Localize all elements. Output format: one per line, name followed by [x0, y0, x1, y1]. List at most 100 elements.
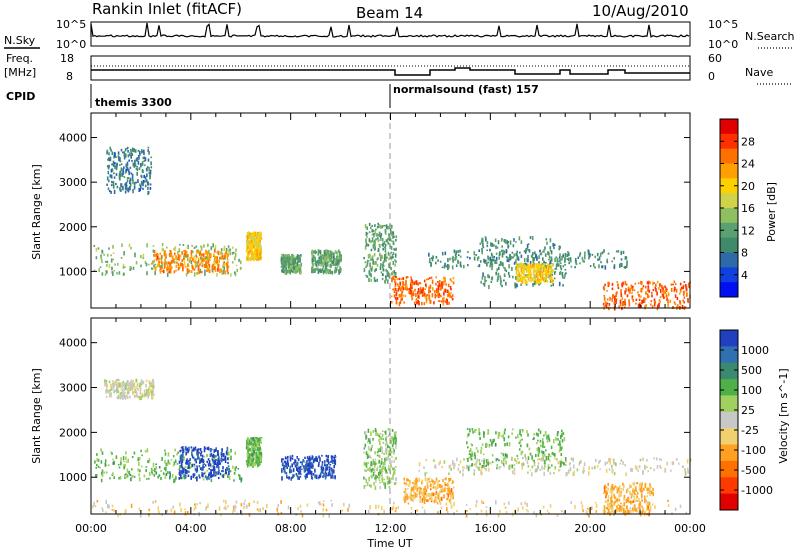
heatmap-cell	[485, 443, 487, 448]
heatmap-cell	[135, 386, 137, 390]
heatmap-cell	[687, 467, 689, 472]
heatmap-cell	[96, 458, 98, 462]
heatmap-cell	[631, 295, 634, 298]
heatmap-cell	[259, 508, 262, 513]
heatmap-cell	[642, 457, 644, 461]
heatmap-cell	[393, 438, 395, 442]
heatmap-cell	[441, 465, 443, 469]
heatmap-cell	[294, 259, 296, 263]
heatmap-cell	[636, 482, 638, 485]
heatmap-cell	[544, 276, 546, 280]
heatmap-cell	[454, 257, 456, 261]
heatmap-cell	[488, 275, 490, 279]
heatmap-cell	[386, 444, 389, 449]
heatmap-cell	[391, 276, 394, 280]
heatmap-cell	[679, 282, 682, 286]
heatmap-cell	[331, 468, 334, 472]
heatmap-cell	[137, 457, 140, 461]
heatmap-cell	[517, 457, 519, 460]
heatmap-cell	[319, 472, 322, 477]
heatmap-cell	[110, 168, 113, 173]
heatmap-cell	[125, 153, 127, 158]
heatmap-cell	[617, 283, 619, 287]
heatmap-cell	[148, 392, 151, 396]
heatmap-cell	[529, 269, 531, 275]
heatmap-cell	[613, 460, 615, 465]
heatmap-cell	[371, 462, 373, 467]
heatmap-cell	[431, 492, 434, 496]
freq-panel	[90, 55, 691, 81]
heatmap-cell	[521, 450, 524, 454]
heatmap-cell	[553, 472, 555, 475]
heatmap-cell	[443, 296, 445, 301]
heatmap-cell	[556, 432, 559, 437]
heatmap-cell	[119, 164, 121, 166]
heatmap-cell	[194, 264, 197, 269]
heatmap-cell	[605, 495, 607, 499]
heatmap-cell	[254, 256, 256, 259]
heatmap-cell	[581, 504, 584, 509]
heatmap-cell	[203, 466, 205, 468]
heatmap-cell	[203, 253, 205, 258]
heatmap-cell	[142, 187, 144, 190]
heatmap-cell	[123, 272, 125, 276]
heatmap-cell	[191, 454, 194, 457]
heatmap-cell	[444, 262, 446, 268]
heatmap-cell	[386, 274, 389, 277]
heatmap-cell	[439, 502, 442, 506]
heatmap-cell	[253, 231, 256, 236]
heatmap-cell	[616, 509, 618, 512]
heatmap-cell	[224, 255, 226, 259]
heatmap-cell	[100, 460, 103, 464]
heatmap-cell	[418, 301, 420, 306]
heatmap-cell	[114, 380, 117, 385]
heatmap-cell	[401, 291, 403, 295]
heatmap-cell	[365, 462, 368, 466]
heatmap-cell	[481, 251, 483, 255]
heatmap-cell	[143, 160, 146, 162]
heatmap-cell	[603, 296, 606, 301]
heatmap-cell	[623, 508, 626, 511]
heatmap-cell	[247, 450, 249, 454]
heatmap-cell	[408, 288, 411, 290]
heatmap-cell	[127, 188, 130, 193]
heatmap-cell	[430, 276, 433, 280]
heatmap-cell	[608, 303, 611, 306]
heatmap-cell	[513, 253, 516, 257]
heatmap-cell	[529, 274, 532, 277]
heatmap-cell	[253, 238, 255, 241]
heatmap-cell	[651, 305, 654, 308]
heatmap-cell	[498, 466, 501, 470]
heatmap-cell	[448, 464, 451, 469]
heatmap-cell	[493, 438, 495, 441]
heatmap-cell	[497, 435, 500, 439]
heatmap-cell	[197, 267, 200, 272]
heatmap-cell	[335, 250, 337, 254]
heatmap-cell	[304, 477, 307, 480]
heatmap-cell	[180, 474, 182, 479]
heatmap-cell	[621, 504, 624, 509]
heatmap-cell	[284, 460, 287, 464]
heatmap-cell	[214, 460, 217, 465]
heatmap-cell	[204, 266, 206, 269]
heatmap-cell	[112, 384, 114, 387]
heatmap-cell	[108, 380, 111, 384]
heatmap-cell	[339, 266, 341, 271]
heatmap-cell	[113, 270, 115, 272]
heatmap-cell	[516, 279, 518, 282]
heatmap-cell	[536, 270, 538, 274]
heatmap-cell	[152, 388, 154, 393]
heatmap-cell	[104, 462, 107, 467]
heatmap-cell	[418, 478, 421, 481]
heatmap-cell	[216, 256, 218, 260]
heatmap-cell	[550, 271, 552, 274]
heatmap-cell	[183, 257, 185, 261]
heatmap-cell	[674, 303, 677, 305]
heatmap-cell	[686, 459, 689, 464]
cpid-label: CPID	[6, 90, 35, 103]
heatmap-cell	[224, 263, 226, 267]
heatmap-cell	[374, 461, 377, 465]
heatmap-cell	[410, 495, 412, 498]
heatmap-cell	[516, 455, 519, 457]
heatmap-cell	[144, 184, 147, 188]
